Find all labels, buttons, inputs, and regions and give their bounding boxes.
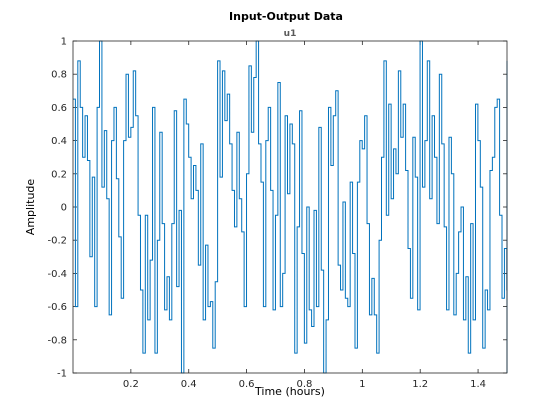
x-tick-label: 0.6 [239, 379, 255, 390]
y-tick-label: -1 [57, 369, 67, 380]
y-tick-label: 0 [61, 203, 67, 214]
y-tick-label: 0.4 [51, 136, 67, 147]
x-axis-label: Time (hours) [254, 385, 325, 398]
y-tick-label: 0.2 [51, 169, 67, 180]
x-tick-label: 0.4 [181, 379, 197, 390]
y-tick-label: 1 [61, 37, 67, 48]
x-tick-label: 1.4 [470, 379, 486, 390]
x-tick-label: 0.8 [297, 379, 313, 390]
y-tick-label: -0.4 [47, 269, 67, 280]
x-tick-label: 0.2 [123, 379, 139, 390]
series-line-u1 [73, 40, 508, 374]
x-axis-ticks: 0.2 0.4 0.6 0.8 1 1.2 1.4 [123, 41, 486, 390]
y-tick-label: 0.6 [51, 103, 67, 114]
axes-box [72, 40, 508, 374]
chart-title: Input-Output Data [229, 10, 343, 23]
x-tick-label: 1 [359, 379, 365, 390]
x-tick-label: 1.2 [412, 379, 428, 390]
y-tick-label: 0.8 [51, 70, 67, 81]
plot-area: 0.2 0.4 0.6 0.8 1 1.2 1.4 -1 -0.8 -0.6 -0.4 -0.2 0 0… [47, 37, 508, 390]
y-tick-label: -0.2 [47, 236, 67, 247]
y-tick-label: -0.6 [47, 302, 67, 313]
y-tick-label: -0.8 [47, 335, 67, 346]
y-axis-label: Amplitude [24, 179, 37, 236]
chart-subtitle: u1 [284, 29, 297, 39]
